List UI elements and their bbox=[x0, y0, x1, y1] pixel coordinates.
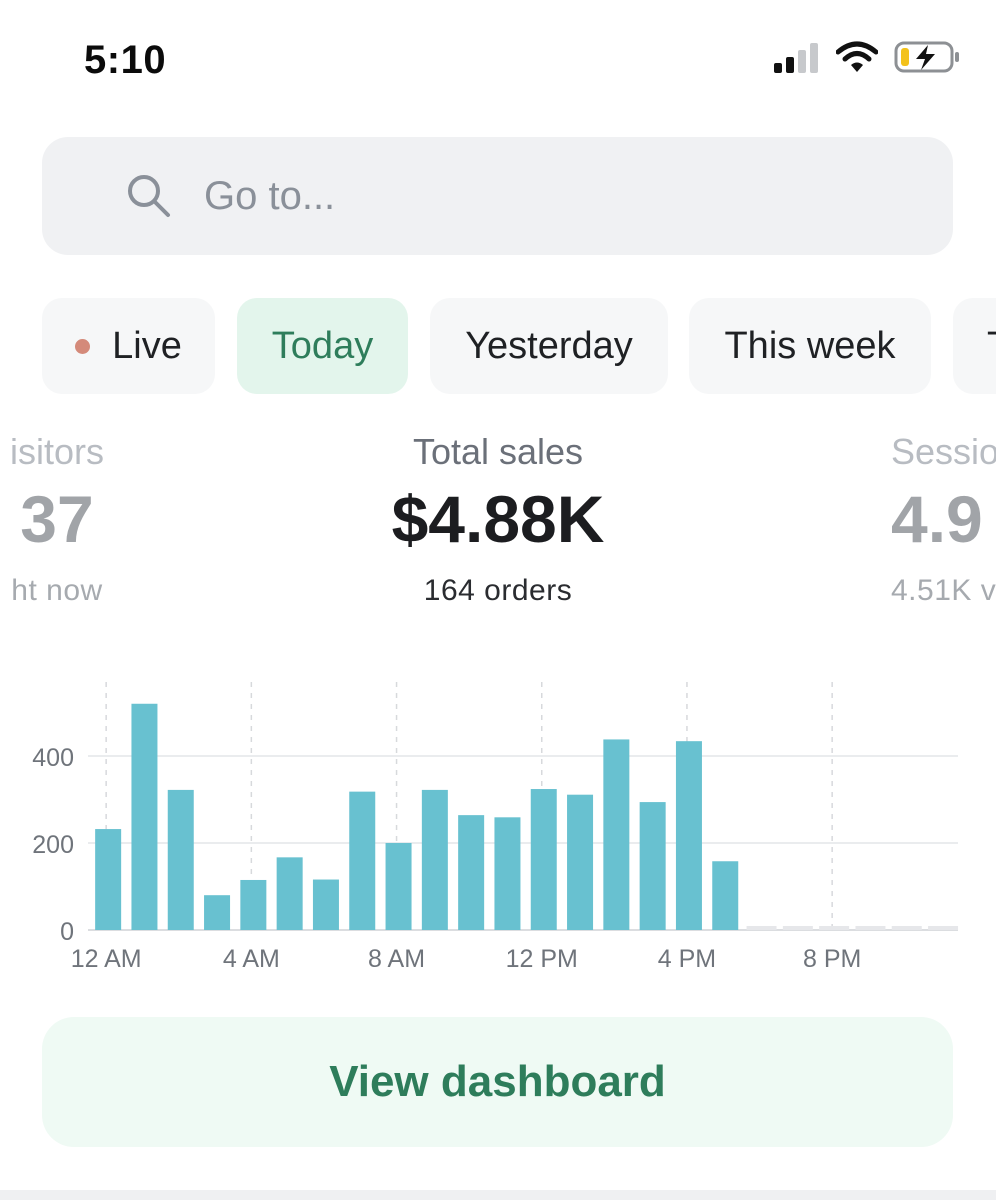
metric-visitors[interactable]: isitors 37 ht now bbox=[10, 430, 104, 609]
date-range-tabs: Live Today Yesterday This week T bbox=[42, 298, 996, 394]
search-bar[interactable]: Go to... bbox=[42, 137, 953, 255]
tab-this-week[interactable]: This week bbox=[689, 298, 931, 394]
bar-12-am bbox=[95, 829, 122, 930]
search-icon bbox=[126, 173, 172, 224]
y-tick-label: 200 bbox=[32, 831, 74, 859]
bar-2-am bbox=[167, 789, 194, 930]
x-tick-label: 4 PM bbox=[658, 945, 716, 973]
future-bar-placeholder bbox=[746, 926, 777, 930]
bar-4-am bbox=[240, 879, 267, 930]
tab-this-week-label: This week bbox=[724, 324, 896, 367]
bar-11-am bbox=[494, 817, 521, 930]
x-tick-label: 12 AM bbox=[71, 945, 142, 973]
search-input[interactable]: Go to... bbox=[204, 173, 336, 218]
future-bar-placeholder bbox=[782, 926, 813, 930]
future-bar-placeholder bbox=[819, 926, 850, 930]
bar-4-pm bbox=[675, 741, 702, 930]
x-tick-label: 8 PM bbox=[803, 945, 861, 973]
bar-6-am bbox=[312, 879, 339, 930]
bar-12-pm bbox=[530, 789, 557, 930]
metric-total-sales-label: Total sales bbox=[412, 431, 584, 472]
y-tick-label: 0 bbox=[60, 918, 74, 946]
bar-10-am bbox=[458, 815, 485, 930]
metric-visitors-value: 37 bbox=[20, 482, 94, 557]
bar-5-pm bbox=[712, 861, 739, 930]
tab-live-label: Live bbox=[112, 324, 182, 367]
bar-9-am bbox=[421, 789, 448, 930]
bar-8-am bbox=[385, 842, 412, 930]
bar-7-am bbox=[349, 791, 376, 930]
tab-next-partial[interactable]: T bbox=[953, 298, 996, 394]
metric-sessions[interactable]: Sessio 4.9 4.51K v bbox=[891, 430, 996, 609]
future-bar-placeholder bbox=[855, 926, 886, 930]
tab-live[interactable]: Live bbox=[42, 298, 215, 394]
tab-yesterday-label: Yesterday bbox=[465, 324, 633, 367]
metric-sessions-value: 4.9 bbox=[891, 482, 983, 557]
metric-sessions-label: Sessio bbox=[891, 431, 996, 472]
metric-total-sales[interactable]: Total sales $4.88K 164 orders bbox=[298, 430, 698, 609]
bar-1-am bbox=[131, 703, 158, 930]
view-dashboard-button[interactable]: View dashboard bbox=[42, 1017, 953, 1147]
bottom-divider bbox=[0, 1190, 996, 1200]
metrics-carousel[interactable]: isitors 37 ht now Total sales $4.88K 164… bbox=[0, 430, 996, 630]
wifi-icon bbox=[836, 41, 878, 73]
metric-sessions-sub: 4.51K v bbox=[891, 573, 996, 607]
metric-visitors-sub: ht now bbox=[11, 573, 103, 607]
x-tick-label: 4 AM bbox=[223, 945, 280, 973]
bar-2-pm bbox=[603, 739, 630, 930]
sales-bar-chart[interactable]: 0 200 400 12 AM 4 AM 8 AM 12 PM 4 PM 8 PM bbox=[0, 660, 996, 990]
status-bar: 5:10 bbox=[0, 0, 996, 110]
status-icons bbox=[774, 40, 960, 74]
y-tick-label: 400 bbox=[32, 744, 74, 772]
metric-visitors-label: isitors bbox=[9, 431, 104, 472]
x-tick-label: 12 PM bbox=[506, 945, 578, 973]
tab-today-label: Today bbox=[271, 324, 374, 367]
tab-next-partial-label: T bbox=[987, 325, 996, 368]
future-bar-placeholder bbox=[891, 926, 922, 930]
future-bar-placeholder bbox=[928, 926, 959, 930]
live-indicator-dot bbox=[75, 338, 91, 354]
bar-3-am bbox=[204, 895, 231, 930]
bar-5-am bbox=[276, 857, 303, 930]
bar-1-pm bbox=[567, 794, 594, 930]
status-time: 5:10 bbox=[84, 38, 167, 82]
metric-total-sales-sub: 164 orders bbox=[423, 573, 573, 607]
cellular-signal-icon bbox=[774, 41, 820, 73]
tab-today[interactable]: Today bbox=[237, 298, 408, 394]
metric-total-sales-value: $4.88K bbox=[391, 482, 605, 557]
battery-charging-icon bbox=[894, 40, 960, 74]
bar-3-pm bbox=[639, 802, 666, 930]
x-tick-label: 8 AM bbox=[368, 945, 425, 973]
tab-yesterday[interactable]: Yesterday bbox=[430, 298, 668, 394]
